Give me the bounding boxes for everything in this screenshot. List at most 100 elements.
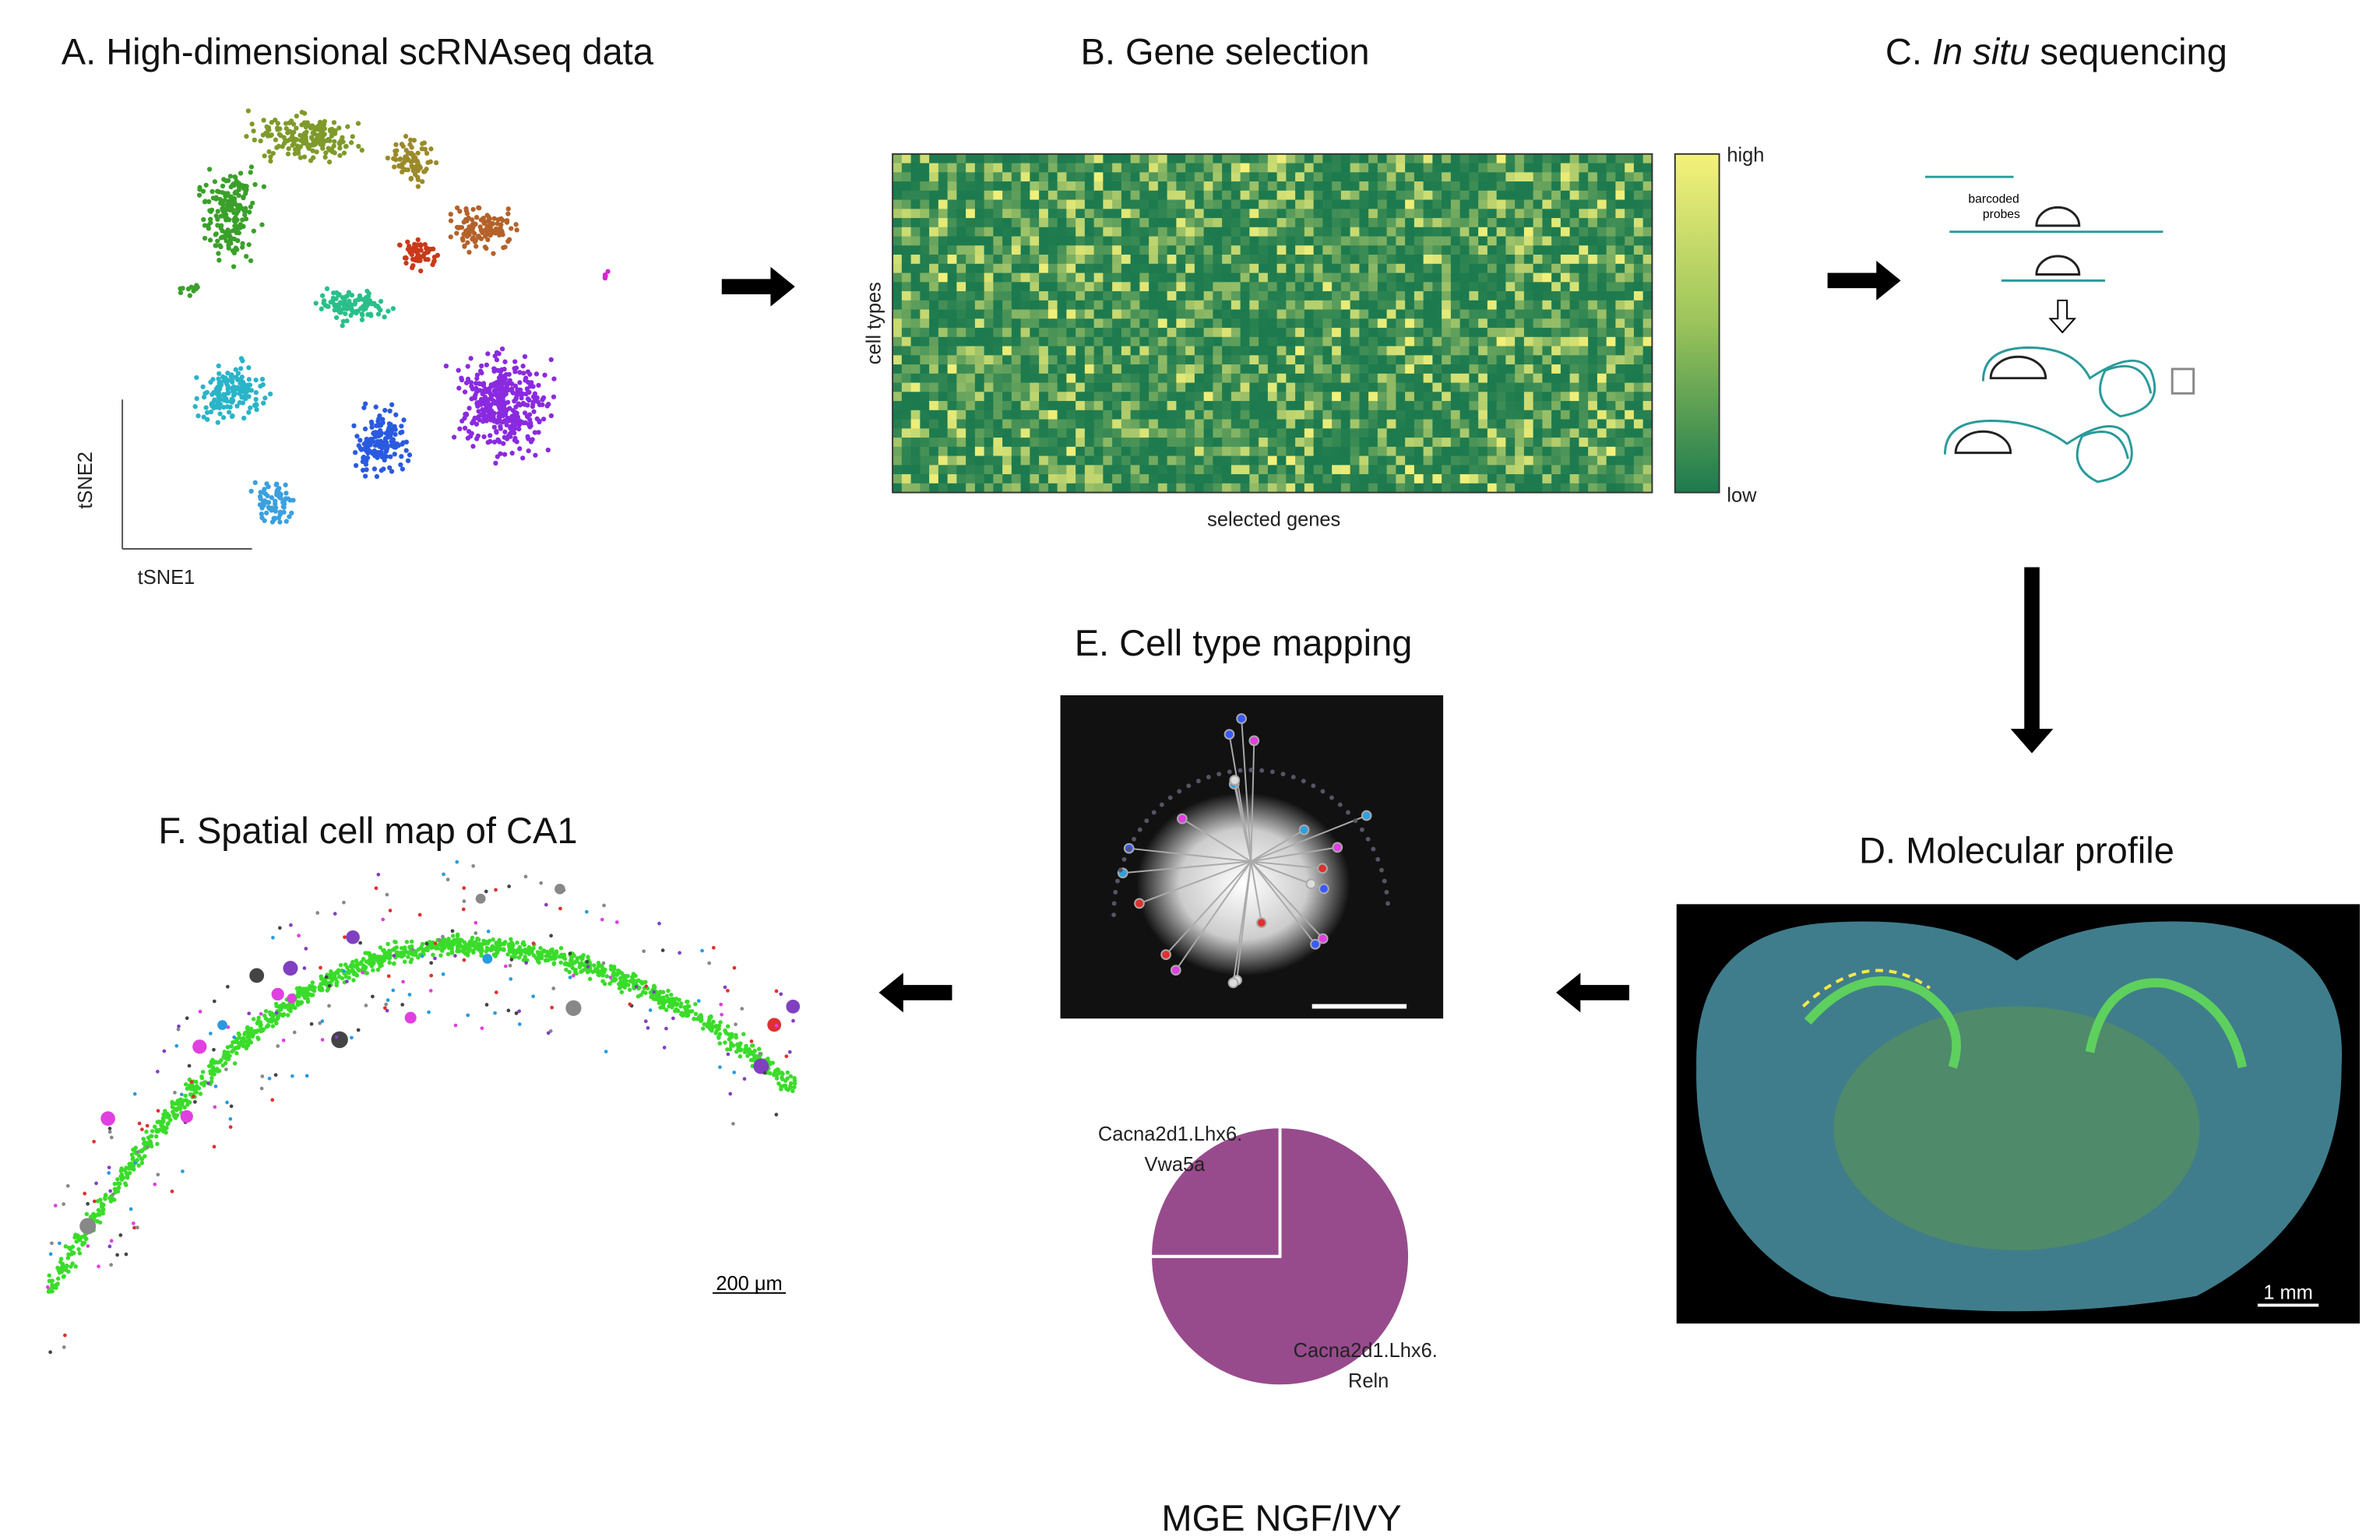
heat-cell: [1478, 199, 1488, 209]
heat-cell: [1057, 465, 1067, 475]
heat-cell: [938, 438, 949, 448]
heat-cell: [1084, 209, 1095, 219]
heat-cell: [929, 300, 939, 311]
heat-cell: [1295, 300, 1305, 311]
heat-cell: [1057, 392, 1067, 402]
heat-cell: [1093, 209, 1104, 219]
heat-cell: [1276, 227, 1287, 237]
heat-cell: [1084, 410, 1095, 420]
heat-cell: [1167, 382, 1177, 392]
heat-cell: [1185, 236, 1195, 246]
cell-dot: [466, 406, 472, 411]
heat-cell: [1469, 483, 1479, 494]
heat-cell: [1377, 272, 1388, 283]
heat-cell: [1157, 346, 1168, 356]
heat-cell: [1203, 300, 1213, 311]
heat-cell: [1039, 382, 1049, 392]
ray: [1250, 860, 1311, 885]
heat-cell: [1203, 209, 1213, 219]
heat-cell: [1240, 282, 1250, 292]
heat-cell: [1350, 282, 1360, 292]
heat-cell: [1276, 355, 1287, 365]
cell-dot: [341, 302, 347, 308]
heat-cell: [920, 245, 930, 255]
heat-cell: [1130, 209, 1140, 219]
heat-cell: [1286, 163, 1296, 173]
heat-cell: [1267, 336, 1278, 347]
heat-cell: [1249, 428, 1259, 438]
heat-cell: [1405, 392, 1415, 402]
cell-dot: [299, 109, 305, 115]
heat-cell: [1505, 355, 1516, 365]
dotted-outline: [1227, 769, 1232, 775]
heat-cell: [1112, 291, 1122, 301]
heat-cell: [1450, 446, 1461, 457]
heat-cell: [1450, 236, 1461, 246]
heat-cell: [1579, 245, 1589, 255]
heat-cell: [1642, 355, 1653, 365]
heat-cell: [1469, 153, 1479, 164]
heat-cell: [1030, 373, 1040, 384]
heat-cell: [1423, 309, 1433, 319]
heat-cell: [1076, 392, 1086, 402]
heat-cell: [1487, 419, 1498, 429]
cell-dot: [234, 190, 240, 195]
cell-dot: [246, 410, 252, 415]
heat-cell: [1487, 209, 1498, 219]
heat-cell: [892, 382, 903, 392]
heat-cell: [1103, 438, 1113, 448]
heat-cell: [984, 428, 994, 438]
heat-cell: [1011, 483, 1022, 494]
heat-cell: [1139, 300, 1150, 311]
cell-dot: [248, 204, 253, 209]
cell-dot: [243, 396, 248, 402]
cell-dot: [517, 380, 523, 385]
cell-dot: [448, 234, 453, 240]
heat-cell: [892, 483, 903, 494]
heat-cell: [1011, 227, 1022, 237]
heat-cell: [1478, 227, 1488, 237]
heat-cell: [1597, 392, 1607, 402]
heat-cell: [929, 218, 939, 228]
heat-cell: [1213, 300, 1223, 311]
heat-cell: [1149, 300, 1159, 311]
heat-cell: [1322, 218, 1333, 228]
heat-cell: [1606, 190, 1616, 201]
heat-cell: [1414, 328, 1424, 338]
heat-cell: [1011, 438, 1022, 448]
heat-cell: [1093, 181, 1104, 192]
heat-cell: [1432, 328, 1442, 338]
heat-cell: [1359, 428, 1369, 438]
heat-cell: [1405, 410, 1415, 420]
heat-cell: [1112, 172, 1122, 182]
heat-cell: [1130, 455, 1140, 466]
heat-cell: [1523, 181, 1534, 192]
heat-cell: [1469, 474, 1479, 484]
heat-cell: [1011, 309, 1022, 319]
heat-cell: [1304, 401, 1315, 411]
heat-cell: [938, 474, 949, 484]
cell-dot: [200, 384, 206, 389]
heat-cell: [1267, 438, 1278, 448]
cell-dot: [664, 1007, 669, 1012]
heat-cell: [1011, 474, 1022, 484]
cell-dot: [386, 308, 391, 314]
heat-cell: [1542, 172, 1552, 182]
heat-cell: [1112, 465, 1122, 475]
heat-cell: [1579, 346, 1589, 356]
heat-cell: [1322, 419, 1333, 429]
heat-cell: [1066, 401, 1076, 411]
heat-cell: [1020, 163, 1030, 173]
heat-cell: [1103, 474, 1113, 484]
heat-cell: [956, 190, 966, 201]
heat-cell: [920, 392, 930, 402]
heat-cell: [1405, 446, 1415, 457]
heat-cell: [1057, 355, 1067, 365]
heat-cell: [910, 401, 921, 411]
heat-cell: [1350, 291, 1360, 301]
heat-cell: [1213, 336, 1223, 347]
heat-cell: [1597, 483, 1607, 494]
heat-cell: [1414, 236, 1424, 246]
heat-cell: [1615, 438, 1625, 448]
heat-cell: [1459, 438, 1470, 448]
